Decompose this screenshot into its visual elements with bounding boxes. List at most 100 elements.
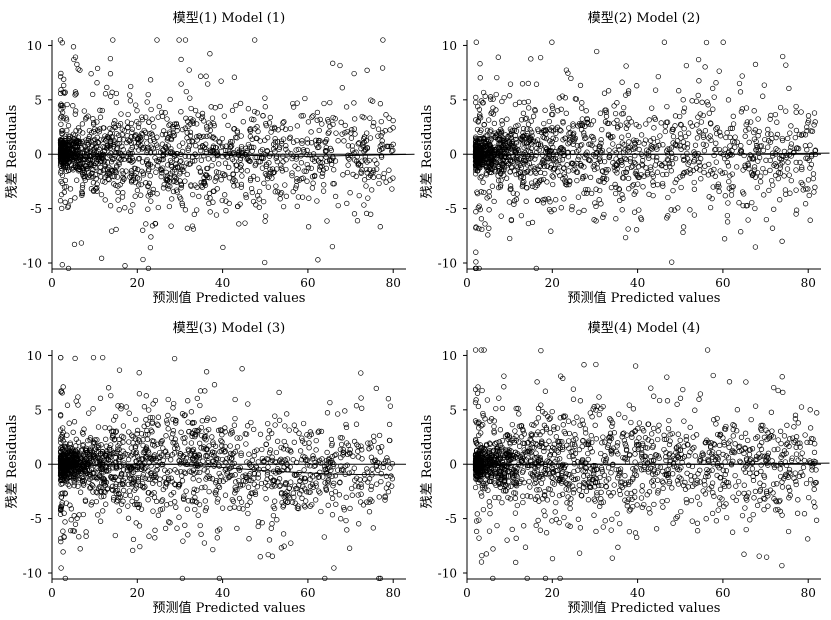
scatter-point (346, 545, 353, 551)
scatter-point (300, 147, 307, 153)
scatter-point (322, 466, 328, 472)
y-tick-label: 0 (34, 148, 42, 162)
scatter-point (152, 155, 158, 161)
scatter-point (324, 410, 331, 416)
scatter-point (286, 135, 293, 142)
scatter-point (100, 450, 106, 457)
scatter-point (212, 178, 218, 184)
scatter-point (104, 170, 111, 176)
scatter-point (108, 93, 114, 99)
scatter-point (358, 395, 364, 401)
scatter-point (168, 457, 174, 463)
scatter-point (108, 159, 115, 165)
scatter-point (119, 194, 126, 200)
scatter-point (752, 205, 758, 212)
scatter-point (540, 157, 546, 163)
scatter-point (561, 196, 567, 202)
scatter-point (163, 433, 169, 439)
scatter-point (746, 126, 752, 132)
scatter-point (247, 499, 253, 505)
scatter-point (659, 162, 665, 168)
scatter-point (81, 108, 87, 114)
scatter-point (169, 196, 175, 202)
scatter-point (717, 133, 724, 139)
scatter-point (701, 148, 708, 154)
scatter-point (701, 169, 707, 176)
scatter-point (223, 476, 229, 482)
scatter-point (80, 511, 86, 518)
scatter-point (150, 508, 156, 514)
scatter-point (157, 449, 163, 456)
scatter-point (654, 169, 661, 175)
scatter-point (581, 164, 587, 170)
scatter-point (134, 495, 140, 502)
scatter-point (368, 211, 374, 217)
scatter-point (636, 146, 642, 153)
scatter-point (626, 186, 632, 192)
scatter-point (615, 123, 621, 130)
scatter-point (190, 117, 196, 123)
scatter-point (713, 159, 719, 165)
scatter-point (166, 203, 173, 210)
scatter-point (549, 124, 555, 131)
scatter-point (158, 173, 164, 180)
scatter-point (293, 427, 299, 433)
scatter-point (110, 156, 116, 162)
scatter-point (68, 517, 74, 523)
scatter-point (512, 145, 518, 151)
scatter-point (189, 433, 195, 439)
scatter-point (535, 126, 541, 132)
scatter-point (167, 121, 173, 127)
scatter-point (79, 192, 85, 198)
scatter-point (269, 457, 275, 464)
scatter-point (175, 484, 182, 490)
scatter-point (85, 169, 92, 176)
scatter-point (301, 467, 307, 473)
scatter-point (91, 471, 97, 477)
scatter-point (368, 486, 374, 493)
scatter-point (274, 517, 280, 523)
scatter-point (216, 470, 222, 477)
scatter-point (793, 187, 799, 193)
scatter-point (226, 474, 233, 480)
scatter-point (608, 184, 615, 191)
scatter-point (734, 164, 740, 170)
scatter-point (606, 147, 612, 153)
scatter-point (229, 139, 235, 145)
scatter-point (668, 207, 674, 213)
scatter-point (295, 194, 302, 200)
scatter-point (139, 146, 145, 152)
scatter-point (362, 476, 368, 483)
scatter-point (549, 39, 555, 45)
scatter-point (147, 161, 154, 168)
scatter-point (69, 446, 75, 452)
scatter-point (145, 497, 151, 503)
scatter-point (367, 166, 373, 173)
scatter-point (643, 165, 649, 171)
scatter-point (182, 153, 188, 159)
scatter-point (590, 134, 596, 140)
x-tick-label: 20 (545, 276, 560, 290)
scatter-point (340, 447, 346, 453)
scatter-point (724, 219, 731, 225)
scatter-point (113, 490, 119, 496)
scatter-point (386, 115, 392, 121)
scatter-point (203, 73, 209, 79)
scatter-point (593, 218, 599, 224)
scatter-point (482, 156, 489, 163)
scatter-point (696, 128, 702, 134)
scatter-point (726, 178, 732, 185)
scatter-point (611, 103, 617, 109)
scatter-point (548, 127, 554, 134)
scatter-point (763, 157, 769, 163)
scatter-point (365, 440, 371, 446)
scatter-point (315, 257, 321, 263)
scatter-point (216, 575, 223, 582)
scatter-point (149, 429, 155, 435)
scatter-point (280, 120, 286, 126)
scatter-point (99, 155, 106, 161)
scatter-point (384, 455, 390, 461)
scatter-point (558, 106, 564, 112)
